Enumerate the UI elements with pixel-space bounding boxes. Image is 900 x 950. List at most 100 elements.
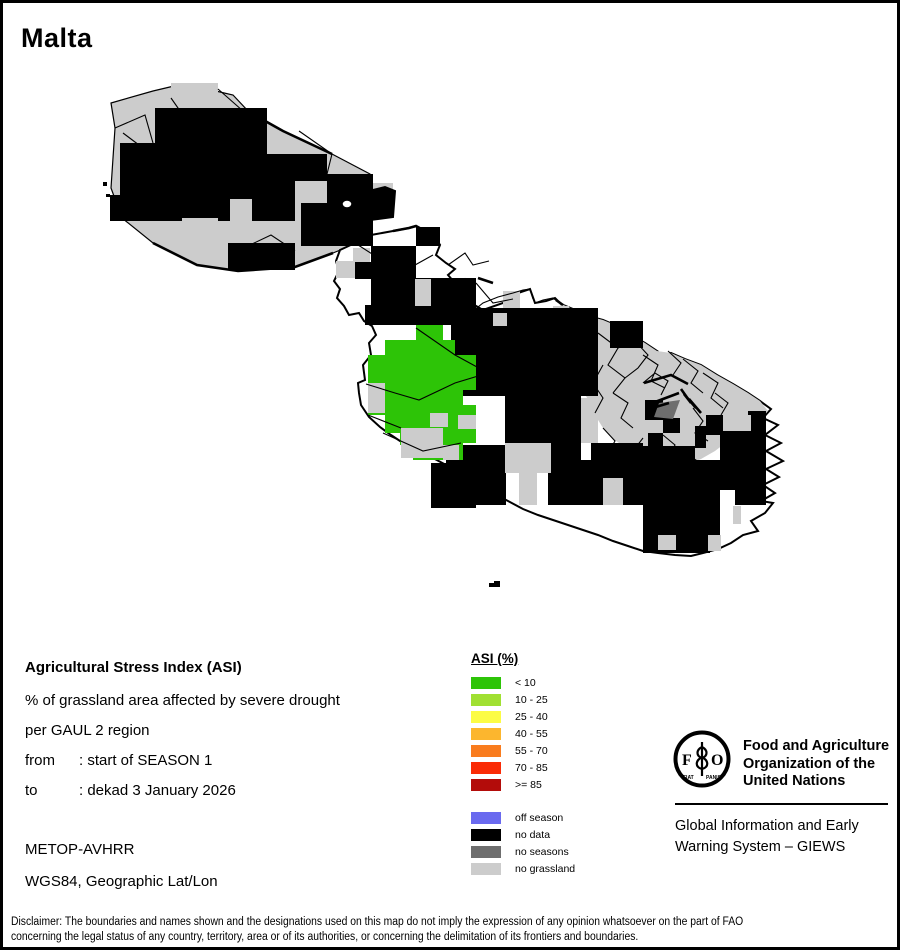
- legend-item: no data: [471, 826, 671, 843]
- fao-logo: F O FIAT PANIS: [673, 730, 731, 788]
- legend-swatch: [471, 676, 501, 689]
- legend-swatch: [471, 761, 501, 774]
- sensor-label: METOP-AVHRR: [25, 841, 135, 858]
- boundary-line: [114, 114, 154, 144]
- boundary-line: [475, 282, 514, 304]
- boundary-line: [217, 88, 250, 154]
- map-cell: [401, 428, 443, 458]
- boundary-line: [597, 332, 626, 394]
- map-cell: [443, 445, 459, 460]
- map-cell: [733, 506, 741, 524]
- coastline-segment: [477, 276, 494, 285]
- legend-label: no grassland: [515, 862, 576, 875]
- fao-divider: [675, 803, 888, 805]
- island-comino: [341, 185, 397, 224]
- map-cell: [230, 199, 252, 222]
- comino-inlet: [341, 199, 353, 209]
- boundary-line: [702, 372, 724, 409]
- map-canvas: [103, 83, 786, 587]
- coastline-segment: [248, 110, 333, 156]
- map-cell: [182, 218, 218, 244]
- legend-swatch: [471, 862, 501, 875]
- boundary-line: [624, 446, 639, 469]
- coastline-segment: [679, 388, 702, 414]
- map-cell: [355, 262, 372, 279]
- boundary-line: [472, 288, 534, 312]
- map-cell: [723, 415, 751, 431]
- asi-low-region: [368, 325, 476, 460]
- boundary-line: [662, 434, 676, 459]
- legend-classes: < 10 10 - 25 25 - 40 40 - 55 55 - 70 70 - 85 >…: [471, 674, 671, 793]
- legend-item: no seasons: [471, 843, 671, 860]
- map-cell: [110, 195, 157, 221]
- legend-swatch: [471, 744, 501, 757]
- islet: [489, 583, 500, 587]
- map-cell: [658, 535, 676, 550]
- boundary-line: [367, 414, 402, 429]
- boundary-line: [612, 392, 634, 429]
- boundary-line: [682, 358, 704, 394]
- map-cell: [155, 181, 295, 221]
- disclaimer: Disclaimer: The boundaries and names sho…: [11, 916, 744, 943]
- boundary-line: [232, 234, 296, 254]
- islet: [494, 581, 500, 584]
- islet: [106, 194, 110, 197]
- period-to: to : dekad 3 January 2026: [25, 782, 236, 799]
- legend-label: 40 - 55: [515, 727, 548, 740]
- fao-logo-letter-f: F: [682, 752, 692, 769]
- boundary-line: [382, 432, 462, 452]
- map-cell: [336, 261, 355, 278]
- legend-swatch: [471, 828, 501, 841]
- coastline-segment: [643, 373, 689, 386]
- boundary-line: [692, 407, 709, 442]
- legend: ASI (%) < 10 10 - 25 25 - 40 40 - 55 55 - 70…: [471, 651, 671, 877]
- period-from: from: start of SEASON 1: [25, 752, 212, 769]
- legend-extra: off season no data no seasons no grassland: [471, 809, 671, 877]
- fao-name: Food and Agriculture Organization of the…: [743, 738, 890, 789]
- boundary-line: [719, 432, 744, 474]
- boundary-line: [617, 340, 649, 379]
- map-cell: [548, 396, 581, 466]
- legend-label: off season: [515, 811, 564, 824]
- legend-swatch: [471, 845, 501, 858]
- boundary-line: [567, 324, 584, 354]
- map-cell: [301, 203, 327, 246]
- map-cell: [368, 383, 385, 413]
- boundary-line: [342, 180, 356, 236]
- coastline-segment: [654, 391, 680, 404]
- map-cell: [603, 478, 623, 505]
- legend-item: 70 - 85: [471, 759, 671, 776]
- map-cell: [430, 413, 448, 427]
- to-label: to: [25, 782, 38, 799]
- map-cell: [415, 279, 431, 306]
- boundary-line: [447, 252, 490, 266]
- map-cell: [643, 460, 720, 550]
- legend-item: 55 - 70: [471, 742, 671, 759]
- map-cell: [171, 83, 218, 109]
- from-value: : start of SEASON 1: [79, 752, 213, 769]
- legend-label: >= 85: [515, 778, 542, 791]
- fao-motto-left: FIAT: [683, 775, 694, 781]
- boundary-line: [562, 342, 584, 389]
- coastline-segment: [392, 224, 441, 246]
- boundary-line: [714, 392, 729, 416]
- map-cell: [638, 446, 695, 462]
- boundary-line: [170, 97, 200, 182]
- legend-item: off season: [471, 809, 671, 826]
- map-cell: [648, 433, 663, 448]
- map-cell: [493, 313, 507, 326]
- boundary-line: [632, 437, 646, 462]
- legend-item: 40 - 55: [471, 725, 671, 742]
- legend-title: ASI (%): [471, 651, 519, 666]
- boundary-line: [354, 242, 434, 266]
- legend-label: no seasons: [515, 845, 569, 858]
- to-value: : dekad 3 January 2026: [79, 782, 236, 799]
- wheat-icon: [695, 742, 709, 776]
- legend-item: 25 - 40: [471, 708, 671, 725]
- coastline-segment: [152, 241, 334, 273]
- fao-motto-right: PANIS: [706, 775, 722, 781]
- map-cell: [720, 490, 735, 505]
- map-cell: [548, 460, 591, 505]
- map-cell: [643, 536, 710, 553]
